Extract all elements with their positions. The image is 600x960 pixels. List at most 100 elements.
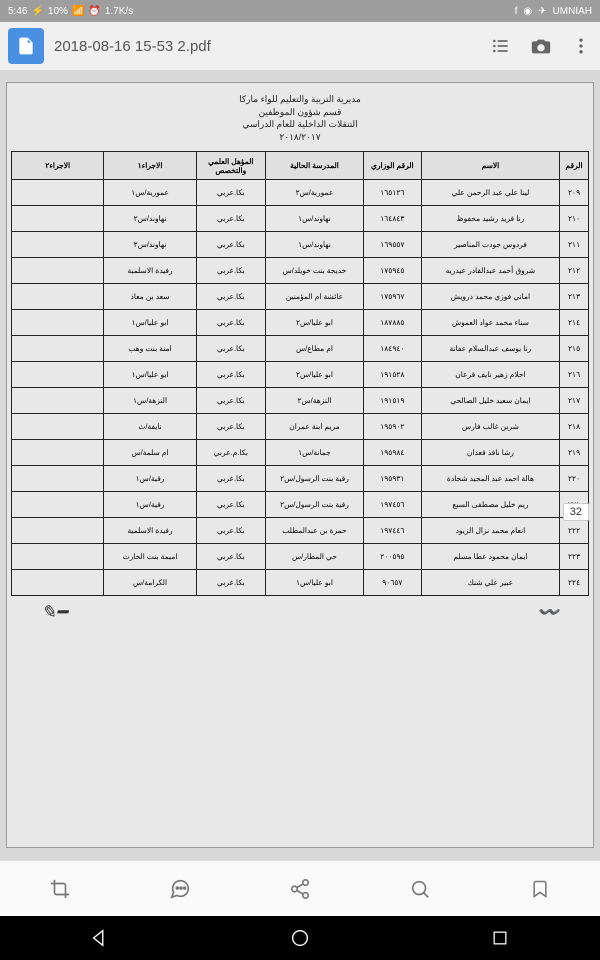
cell-p2 xyxy=(12,570,104,596)
share-icon[interactable] xyxy=(286,875,314,903)
cell-name: رنا يوسف عبدالسلام عفانة xyxy=(421,336,559,362)
cell-p2 xyxy=(12,414,104,440)
cell-p1: الكرامة/س xyxy=(104,570,196,596)
cell-name: انعام محمد نزال الزيود xyxy=(421,518,559,544)
cell-name: ريم خليل مصطفى السبع xyxy=(421,492,559,518)
file-icon[interactable] xyxy=(8,28,44,64)
crop-icon[interactable] xyxy=(46,875,74,903)
cell-p1: النزهة/س١ xyxy=(104,388,196,414)
transfers-table: الرقم الاسم الرقم الوزاري المدرسة الحالي… xyxy=(11,151,589,596)
cell-p1: رقية/س١ xyxy=(104,466,196,492)
cell-num: ٢٢٠ xyxy=(560,466,589,492)
cell-name: هالة احمد عبد المجيد شحادة xyxy=(421,466,559,492)
cell-p1: رفيدة الاسلمية xyxy=(104,518,196,544)
cell-p1: ام سلمة/س xyxy=(104,440,196,466)
cell-qual: بكا.عربي xyxy=(196,310,265,336)
cell-p2 xyxy=(12,492,104,518)
cell-qual: بكا.عربي xyxy=(196,336,265,362)
cell-p2 xyxy=(12,232,104,258)
cell-p1: ابو عليا/س١ xyxy=(104,310,196,336)
cell-qual: بكا.عربي xyxy=(196,388,265,414)
signature-right: ✎━ xyxy=(41,602,67,623)
cell-p1: عمورية/س١ xyxy=(104,180,196,206)
cell-p1: امنة بنت وهب xyxy=(104,336,196,362)
header-line-2: قسم شؤون الموظفين xyxy=(11,106,589,119)
cell-p2 xyxy=(12,310,104,336)
table-row: ٢٢٢انعام محمد نزال الزيود١٩٧٤٤٦حمزة بن ع… xyxy=(12,518,589,544)
list-icon[interactable] xyxy=(490,35,512,57)
table-row: ٢١٤سناء محمد عواد العموش١٨٧٨٨٥ابو عليا/س… xyxy=(12,310,589,336)
cell-min: ١٩١٥١٩ xyxy=(364,388,422,414)
cell-num: ٢٢٣ xyxy=(560,544,589,570)
cell-num: ٢١٠ xyxy=(560,206,589,232)
cell-num: ٢١١ xyxy=(560,232,589,258)
cell-p2 xyxy=(12,362,104,388)
col-ministry: الرقم الوزاري xyxy=(364,152,422,180)
fb-icon: f xyxy=(515,6,518,17)
cell-min: ١٩١٥٢٨ xyxy=(364,362,422,388)
cell-p2 xyxy=(12,544,104,570)
cell-name: شرين غالب فارس xyxy=(421,414,559,440)
cell-name: فردوس جودت المناصير xyxy=(421,232,559,258)
cell-qual: بكا.عربي xyxy=(196,232,265,258)
more-icon[interactable] xyxy=(570,35,592,57)
col-number: الرقم xyxy=(560,152,589,180)
cell-num: ٢٢٢ xyxy=(560,518,589,544)
battery-icon: ⚡ xyxy=(31,6,43,17)
cell-qual: بكا.عربي xyxy=(196,466,265,492)
status-speed: 1.7K/s xyxy=(105,6,133,17)
cell-school: جمانة/س١ xyxy=(265,440,363,466)
cell-name: رنا فريد رشيد محفوظ xyxy=(421,206,559,232)
cell-school: رقية بنت الرسول/س٢ xyxy=(265,466,363,492)
table-row: ٢٢٣ايمان محمود عطا مسلم٢٠٠٥٩٥حي المطار/س… xyxy=(12,544,589,570)
cell-p2 xyxy=(12,440,104,466)
cell-min: ٩٠٦٥٧ xyxy=(364,570,422,596)
table-row: ٢٢٤عبير علي شنك٩٠٦٥٧ابو عليا/س١بكا.عربيا… xyxy=(12,570,589,596)
android-nav-bar xyxy=(0,916,600,960)
back-button[interactable] xyxy=(86,924,114,952)
table-row: ٢١٢شروق أحمد عبدالقادر عيدريه١٧٥٩٤٥خديجة… xyxy=(12,258,589,284)
cell-p1: اميمة بنت الحارث xyxy=(104,544,196,570)
cell-num: ٢٠٩ xyxy=(560,180,589,206)
cell-qual: بكا.عربي xyxy=(196,206,265,232)
camera-icon[interactable] xyxy=(530,35,552,57)
cell-p1: سعد بن معاذ xyxy=(104,284,196,310)
cell-school: مريم ابنة عمران xyxy=(265,414,363,440)
table-row: ٢١٦احلام زهير نايف قرعان١٩١٥٢٨ابو عليا/س… xyxy=(12,362,589,388)
cell-p1: نايفة/ث xyxy=(104,414,196,440)
cell-num: ٢١٤ xyxy=(560,310,589,336)
app-top-bar: 2018-08-16 15-53 2.pdf xyxy=(0,22,600,70)
table-row: ٢٢٠هالة احمد عبد المجيد شحادة١٩٥٩٣١رقية … xyxy=(12,466,589,492)
table-header-row: الرقم الاسم الرقم الوزاري المدرسة الحالي… xyxy=(12,152,589,180)
cell-num: ٢١٣ xyxy=(560,284,589,310)
cell-school: حمزة بن عبدالمطلب xyxy=(265,518,363,544)
cell-p1: ابو عليا/س١ xyxy=(104,362,196,388)
cell-p1: نهاوند/س٢ xyxy=(104,232,196,258)
recent-button[interactable] xyxy=(486,924,514,952)
document-viewport[interactable]: مديرية التربية والتعليم للواء ماركا قسم … xyxy=(0,70,600,860)
cell-school: نهاوند/س١ xyxy=(265,206,363,232)
table-row: ٢١٥رنا يوسف عبدالسلام عفانة١٨٤٩٤٠ام مطاع… xyxy=(12,336,589,362)
comment-icon[interactable] xyxy=(166,875,194,903)
col-qualification: المؤهل العلمي والتخصص xyxy=(196,152,265,180)
col-name: الاسم xyxy=(421,152,559,180)
bookmark-icon[interactable] xyxy=(526,875,554,903)
cell-num: ٢١٨ xyxy=(560,414,589,440)
cell-qual: بكا.عربي xyxy=(196,518,265,544)
table-row: ٢١٠رنا فريد رشيد محفوظ١٦٤٨٤٣نهاوند/س١بكا… xyxy=(12,206,589,232)
cell-name: ايمان محمود عطا مسلم xyxy=(421,544,559,570)
header-line-4: ٢٠١٨/٢٠١٧ xyxy=(11,131,589,144)
alarm-icon: ⏰ xyxy=(88,6,100,17)
table-row: ٢١٩رشا نافذ قعدان١٩٥٩٨٤جمانة/س١بكا.م.عرب… xyxy=(12,440,589,466)
home-button[interactable] xyxy=(286,924,314,952)
cell-min: ١٦٥١٢٦ xyxy=(364,180,422,206)
search-icon[interactable] xyxy=(406,875,434,903)
cell-num: ٢١٥ xyxy=(560,336,589,362)
cell-qual: بكا.عربي xyxy=(196,258,265,284)
col-proc1: الاجراء١ xyxy=(104,152,196,180)
cell-name: شروق أحمد عبدالقادر عيدريه xyxy=(421,258,559,284)
table-row: ٢٠٩لينا علي عبد الرحمن علي١٦٥١٢٦عمورية/س… xyxy=(12,180,589,206)
signature-left: 〰️ xyxy=(537,602,559,623)
cell-school: خديجة بنت خويلد/س xyxy=(265,258,363,284)
cell-min: ١٩٥٩٣١ xyxy=(364,466,422,492)
